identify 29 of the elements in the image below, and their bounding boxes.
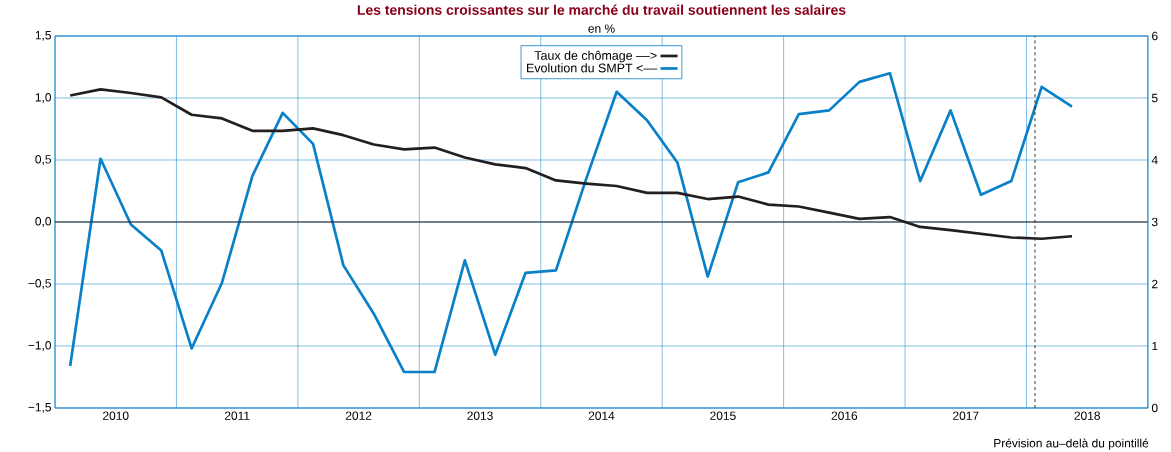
x-tick-label: 2013 (467, 411, 493, 420)
y2-tick-label: 3 (1151, 217, 1158, 227)
y-tick-label: −1,5 (28, 403, 51, 413)
y-tick-label: −1,0 (28, 341, 52, 351)
x-tick-label: 2012 (345, 411, 372, 420)
y2-tick-label: 5 (1151, 93, 1158, 103)
line-series (68, 71, 1074, 374)
x-tick-label: 2014 (588, 411, 615, 420)
legend-label: Taux de chômage ––> (534, 50, 657, 63)
chart-subtitle: en % (588, 24, 615, 33)
x-tick-label: 2017 (953, 411, 979, 420)
chart-title: Les tensions croissantes sur le marché du travail soutiennent les salaires (357, 4, 846, 15)
y2-tick-label: 6 (1152, 31, 1158, 41)
y-tick-label: 0,5 (35, 155, 51, 165)
x-tick-label: 2016 (831, 411, 858, 420)
y-tick-label: −0,5 (28, 279, 51, 289)
y-tick-label: 1,5 (35, 31, 51, 41)
y2-tick-label: 2 (1152, 279, 1158, 289)
x-tick-label: 2010 (103, 411, 129, 420)
y2-tick-label: 0 (1151, 403, 1158, 413)
y2-tick-label: 4 (1151, 155, 1158, 165)
legend-label: Evolution du SMPT <–– (527, 63, 658, 73)
y2-tick-label: 1 (1152, 341, 1158, 351)
y-tick-label: 0,0 (35, 217, 52, 227)
text: Prévision au–delà du pointillé (994, 438, 1149, 450)
x-tick-label: 2018 (1074, 411, 1100, 420)
x-tick-label: 2011 (224, 411, 250, 420)
y-tick-label: 1,0 (35, 93, 52, 103)
x-tick-label: 2015 (710, 411, 736, 420)
